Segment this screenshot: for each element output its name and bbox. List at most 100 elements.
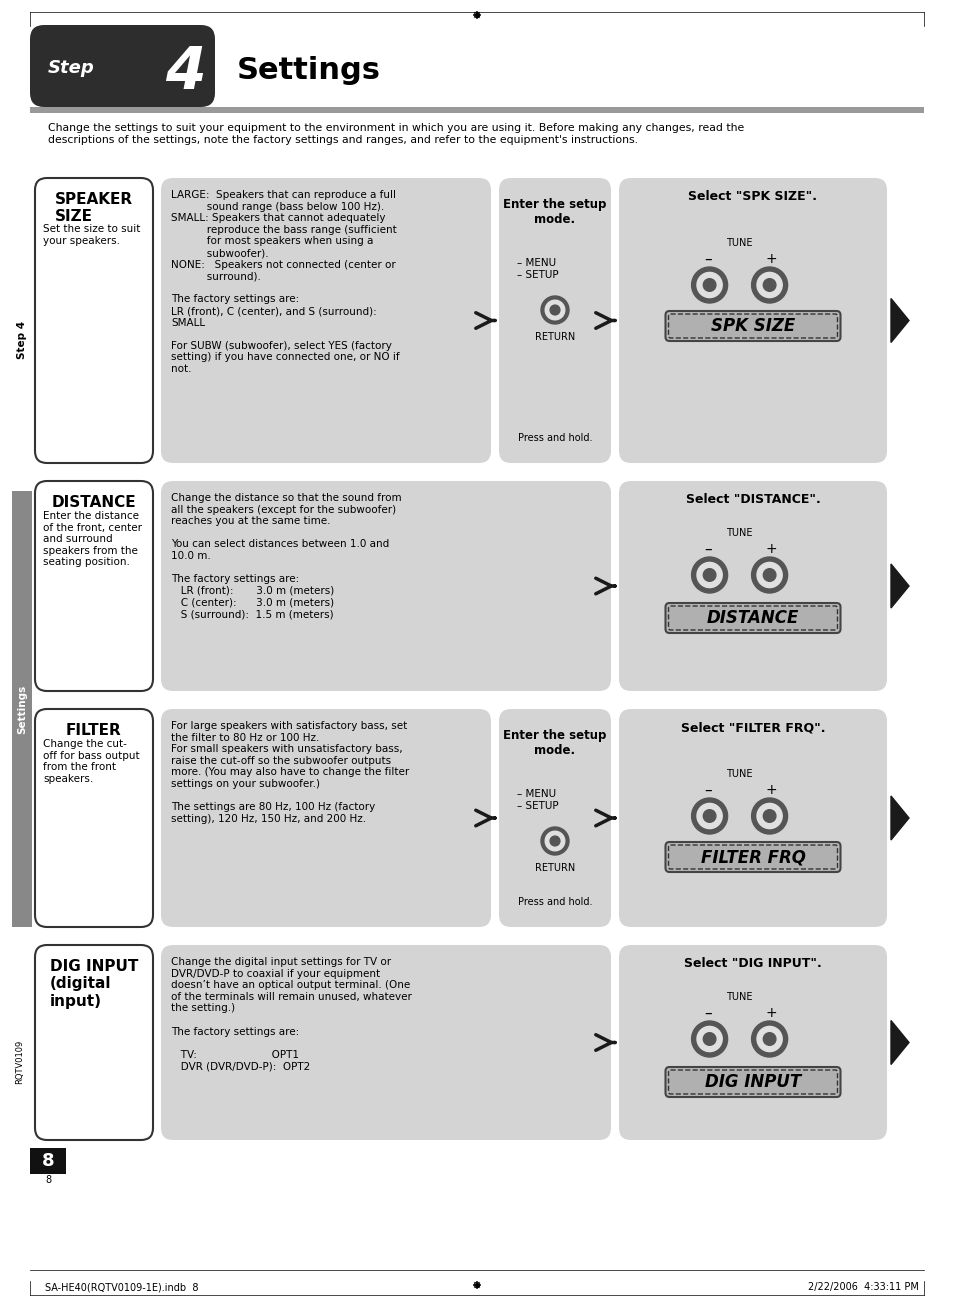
- Circle shape: [751, 267, 787, 302]
- Circle shape: [691, 798, 727, 834]
- Bar: [30, 1148, 66, 1174]
- Circle shape: [762, 279, 775, 292]
- FancyBboxPatch shape: [35, 709, 152, 927]
- Text: Select "SPK SIZE".: Select "SPK SIZE".: [688, 189, 817, 203]
- FancyBboxPatch shape: [665, 604, 840, 633]
- Circle shape: [544, 831, 564, 851]
- Text: TUNE: TUNE: [725, 992, 752, 1002]
- Circle shape: [702, 279, 715, 292]
- Text: Step 4: Step 4: [17, 321, 27, 359]
- Circle shape: [757, 272, 781, 297]
- Circle shape: [691, 267, 727, 302]
- Text: DIG INPUT: DIG INPUT: [704, 1073, 801, 1091]
- FancyBboxPatch shape: [30, 25, 214, 107]
- Circle shape: [697, 563, 721, 588]
- Circle shape: [540, 827, 568, 855]
- Text: Press and hold.: Press and hold.: [517, 433, 592, 443]
- Text: SA-HE40(RQTV0109-1E).indb  8: SA-HE40(RQTV0109-1E).indb 8: [45, 1282, 198, 1293]
- FancyBboxPatch shape: [498, 709, 610, 927]
- Text: TUNE: TUNE: [725, 238, 752, 249]
- FancyBboxPatch shape: [668, 314, 837, 338]
- FancyBboxPatch shape: [35, 945, 152, 1140]
- Circle shape: [751, 1020, 787, 1057]
- Circle shape: [757, 563, 781, 588]
- FancyBboxPatch shape: [665, 312, 840, 341]
- Text: Select "DIG INPUT".: Select "DIG INPUT".: [683, 957, 821, 970]
- Text: DIG INPUT
(digital
input): DIG INPUT (digital input): [50, 959, 138, 1009]
- FancyBboxPatch shape: [618, 178, 886, 463]
- Text: RETURN: RETURN: [535, 331, 575, 342]
- Text: +: +: [765, 1006, 777, 1020]
- Text: TUNE: TUNE: [725, 529, 752, 538]
- Text: +: +: [765, 782, 777, 797]
- Text: +: +: [765, 252, 777, 266]
- Circle shape: [550, 836, 559, 846]
- Text: –: –: [703, 782, 711, 797]
- Text: RETURN: RETURN: [535, 863, 575, 873]
- FancyBboxPatch shape: [668, 606, 837, 630]
- FancyBboxPatch shape: [668, 1070, 837, 1094]
- Text: DISTANCE: DISTANCE: [51, 494, 136, 510]
- Polygon shape: [890, 796, 908, 840]
- Circle shape: [697, 272, 721, 297]
- Circle shape: [544, 300, 564, 320]
- Text: Press and hold.: Press and hold.: [517, 897, 592, 907]
- FancyBboxPatch shape: [665, 1066, 840, 1097]
- Text: Settings: Settings: [236, 55, 380, 84]
- Polygon shape: [890, 1020, 908, 1065]
- Text: SPEAKER
SIZE: SPEAKER SIZE: [55, 192, 132, 225]
- Circle shape: [762, 810, 775, 822]
- Text: +: +: [765, 542, 777, 556]
- Text: TUNE: TUNE: [725, 769, 752, 778]
- Bar: [30, 107, 923, 113]
- Text: Select "FILTER FRQ".: Select "FILTER FRQ".: [680, 721, 824, 734]
- Circle shape: [550, 305, 559, 314]
- Text: SPK SIZE: SPK SIZE: [710, 317, 794, 335]
- FancyBboxPatch shape: [161, 481, 610, 690]
- FancyBboxPatch shape: [618, 481, 886, 690]
- Text: Select "DISTANCE".: Select "DISTANCE".: [685, 493, 820, 506]
- FancyBboxPatch shape: [668, 846, 837, 869]
- Circle shape: [762, 1032, 775, 1045]
- Polygon shape: [890, 564, 908, 608]
- Text: –: –: [703, 542, 711, 556]
- Text: Set the size to suit
your speakers.: Set the size to suit your speakers.: [43, 224, 140, 246]
- Text: RQTV0109: RQTV0109: [15, 1040, 25, 1084]
- Text: Enter the setup
mode.: Enter the setup mode.: [503, 199, 606, 226]
- Text: –: –: [703, 1006, 711, 1020]
- FancyBboxPatch shape: [618, 709, 886, 927]
- FancyBboxPatch shape: [35, 178, 152, 463]
- FancyBboxPatch shape: [161, 945, 610, 1140]
- Text: Change the settings to suit your equipment to the environment in which you are u: Change the settings to suit your equipme…: [48, 124, 743, 145]
- Text: Change the distance so that the sound from
all the speakers (except for the subw: Change the distance so that the sound fr…: [171, 493, 401, 619]
- Text: For large speakers with satisfactory bass, set
the filter to 80 Hz or 100 Hz.
Fo: For large speakers with satisfactory bas…: [171, 721, 409, 823]
- Text: Change the digital input settings for TV or
DVR/DVD-P to coaxial if your equipme: Change the digital input settings for TV…: [171, 957, 412, 1072]
- Bar: [12, 490, 32, 927]
- Text: 8: 8: [45, 1176, 51, 1185]
- Circle shape: [697, 803, 721, 828]
- Circle shape: [697, 1027, 721, 1052]
- Text: –: –: [703, 251, 711, 267]
- Text: FILTER: FILTER: [66, 723, 122, 738]
- Circle shape: [751, 798, 787, 834]
- Circle shape: [757, 1027, 781, 1052]
- Text: FILTER FRQ: FILTER FRQ: [700, 848, 804, 867]
- Text: 4: 4: [165, 43, 205, 100]
- Circle shape: [762, 568, 775, 581]
- Text: Enter the distance
of the front, center
and surround
speakers from the
seating p: Enter the distance of the front, center …: [43, 512, 142, 567]
- FancyBboxPatch shape: [161, 709, 491, 927]
- Text: 2/22/2006  4:33:11 PM: 2/22/2006 4:33:11 PM: [807, 1282, 918, 1293]
- Text: Step: Step: [48, 59, 94, 78]
- Text: – MENU
– SETUP: – MENU – SETUP: [517, 789, 558, 810]
- Text: – MENU
– SETUP: – MENU – SETUP: [517, 258, 558, 280]
- Text: DISTANCE: DISTANCE: [706, 609, 799, 627]
- Circle shape: [691, 1020, 727, 1057]
- FancyBboxPatch shape: [161, 178, 491, 463]
- FancyBboxPatch shape: [618, 945, 886, 1140]
- FancyBboxPatch shape: [498, 178, 610, 463]
- Text: Settings: Settings: [17, 684, 27, 734]
- Text: Change the cut-
off for bass output
from the front
speakers.: Change the cut- off for bass output from…: [43, 739, 139, 784]
- Circle shape: [691, 558, 727, 593]
- Circle shape: [751, 558, 787, 593]
- Circle shape: [757, 803, 781, 828]
